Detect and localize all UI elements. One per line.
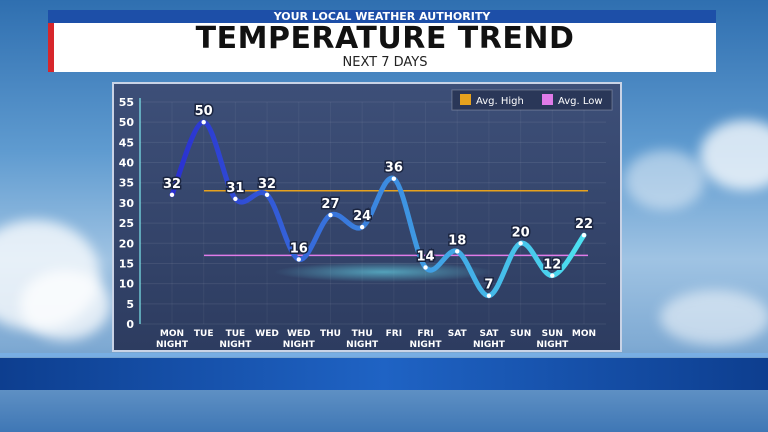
legend-label: Avg. Low (558, 96, 603, 107)
data-point (169, 192, 175, 198)
background-cloud (625, 150, 705, 210)
legend-swatch (542, 94, 553, 105)
x-tick-label: FRI NIGHT (410, 329, 443, 350)
data-point (233, 196, 238, 202)
y-tick-label: 5 (126, 298, 134, 311)
data-point (550, 273, 555, 278)
data-label: 32 (258, 177, 276, 192)
lower-accent-line (0, 353, 768, 357)
x-tick-label: SUN (510, 329, 531, 339)
data-point (201, 119, 206, 125)
y-tick-label: 25 (119, 217, 134, 230)
legend-label: Avg. High (476, 96, 524, 107)
data-label: 50 (195, 104, 213, 119)
page-title: TEMPERATURE TREND (195, 21, 575, 56)
temperature-chart: 0 5 10 15 20 25 30 35 40 45 50 55 MON NIGHT TUE TUE NIG… (119, 89, 613, 350)
background-cloud (700, 120, 768, 190)
data-point (518, 241, 523, 246)
x-tick-label: SAT NIGHT (473, 329, 506, 350)
reference-lines (204, 190, 588, 257)
data-point (264, 192, 270, 198)
y-tick-label: 45 (119, 136, 134, 149)
data-label: 12 (543, 258, 561, 273)
data-label: 24 (353, 209, 371, 224)
x-tick-label: SUN NIGHT (536, 329, 569, 350)
station-name: YOUR LOCAL WEATHER AUTHORITY (273, 10, 491, 23)
title-banner: TEMPERATURE TREND NEXT 7 DAYS (48, 23, 716, 72)
y-tick-label: 10 (119, 278, 135, 291)
x-tick-label: TUE (194, 329, 214, 339)
y-tick-label: 20 (119, 237, 135, 250)
x-tick-label: WED (255, 329, 279, 339)
y-tick-label: 30 (119, 197, 135, 210)
data-label: 7 (484, 278, 493, 293)
x-tick-label: SAT (448, 329, 468, 339)
data-label: 32 (163, 177, 181, 192)
data-point (486, 293, 492, 298)
data-point (391, 176, 397, 181)
data-point (359, 224, 365, 230)
data-point (296, 257, 301, 262)
data-label: 22 (575, 217, 593, 232)
glow-effect (274, 262, 494, 282)
data-label: 20 (512, 225, 530, 240)
station-banner: YOUR LOCAL WEATHER AUTHORITY (48, 10, 716, 23)
data-point (423, 265, 428, 270)
y-tick-label: 55 (119, 96, 134, 109)
data-label: 16 (290, 241, 308, 256)
chart-panel: 0 5 10 15 20 25 30 35 40 45 50 55 MON NIGHT TUE TUE NIG… (112, 82, 622, 352)
legend: Avg. High Avg. Low (451, 89, 613, 111)
background-cloud (660, 290, 768, 345)
x-tick-label: THU (320, 329, 341, 339)
data-point (328, 212, 333, 218)
x-tick-label: TUE NIGHT (219, 329, 252, 350)
lower-band (0, 358, 768, 390)
page-subtitle: NEXT 7 DAYS (342, 55, 428, 70)
y-tick-label: 50 (119, 116, 135, 129)
legend-swatch (460, 94, 471, 105)
y-tick-label: 35 (119, 177, 134, 190)
x-tick-label: MON NIGHT (156, 329, 189, 350)
data-label: 31 (226, 181, 244, 196)
x-tick-label: MON (572, 329, 596, 339)
legend-box (451, 89, 613, 111)
y-tick-label: 0 (126, 318, 134, 331)
data-label: 36 (385, 161, 403, 176)
data-label: 14 (416, 249, 434, 264)
x-tick-label: WED NIGHT (283, 329, 316, 350)
y-tick-label: 15 (119, 257, 134, 270)
y-axis: 0 5 10 15 20 25 30 35 40 45 50 55 (119, 96, 141, 331)
data-label: 18 (448, 233, 466, 248)
background-cloud (20, 270, 110, 340)
data-point (455, 249, 460, 254)
data-label: 27 (321, 197, 339, 212)
data-points: 32 50 31 32 16 27 24 36 14 18 7 20 12 22 (161, 103, 595, 298)
x-tick-label: THU NIGHT (346, 329, 379, 350)
data-point (581, 233, 587, 238)
x-tick-label: FRI (386, 329, 402, 339)
y-tick-label: 40 (119, 157, 135, 170)
